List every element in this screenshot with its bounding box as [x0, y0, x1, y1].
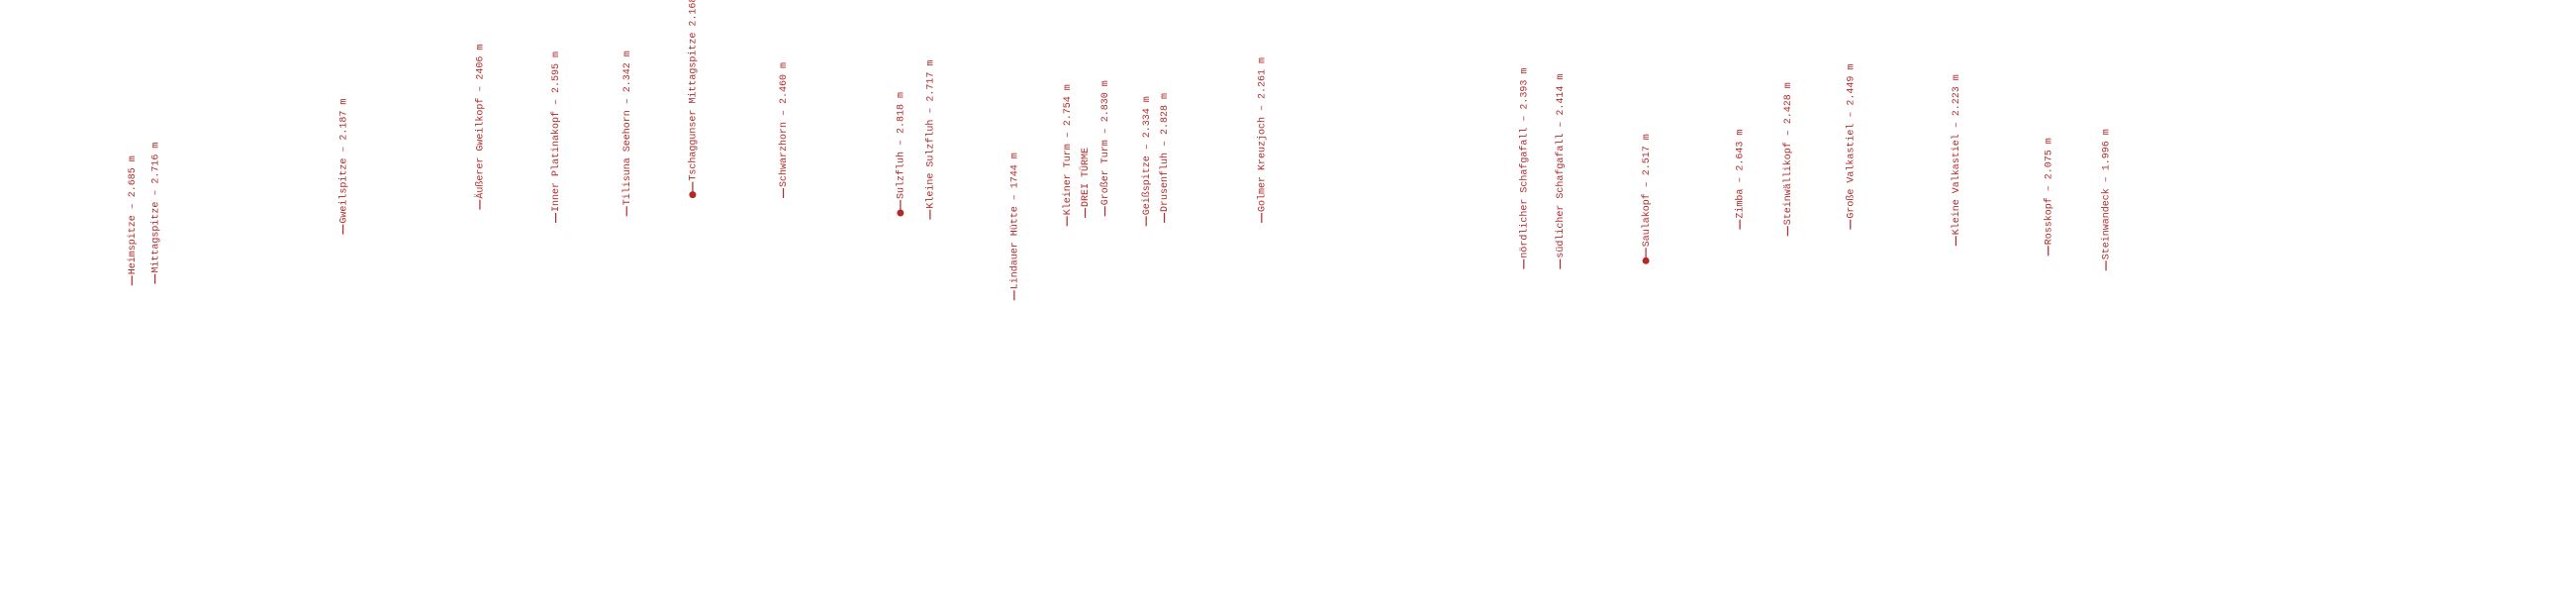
- peak-label: Schwarzhorn – 2.460 m: [778, 62, 790, 198]
- peak-name: Mittagspitze – 2.716 m: [149, 143, 161, 273]
- peak-label: Zimba – 2.643 m: [1735, 130, 1747, 230]
- peak-label: Sulzfluh – 2.818 m: [896, 92, 907, 217]
- peak-label: Rosskopf – 2.075 m: [2043, 138, 2054, 256]
- peak-name: Golmer Kreuzjoch – 2.261 m: [1256, 57, 1268, 212]
- peak-name: nördlicher Schafgafall – 2.393 m: [1518, 68, 1530, 258]
- peak-name: Großer Turm – 2.830 m: [1099, 80, 1111, 205]
- peak-label: Heimspitze – 2.685 m: [127, 155, 139, 286]
- peak-label: Äußerer Gweilkopf – 2406 m: [474, 45, 487, 210]
- peak-label: Drusenfluh – 2.828 m: [1159, 93, 1171, 223]
- peak-marker: [897, 209, 905, 217]
- peak-name: Tschaggunser Mittagspitze 2.168 m: [688, 0, 700, 181]
- peak-label: Großer Turm – 2.830 m: [1099, 80, 1111, 217]
- peak-label: nördlicher Schafgafall – 2.393 m: [1518, 68, 1530, 269]
- peak-name: Steinwandeck – 1.996 m: [2101, 129, 2113, 259]
- peak-label: Tschaggunser Mittagspitze 2.168 m: [688, 0, 700, 199]
- peak-name: Schwarzhorn – 2.460 m: [778, 62, 790, 187]
- peak-label: südlicher Schafgafall – 2.414 m: [1555, 74, 1567, 269]
- peak-label: Kleiner Turm – 2.754 m: [1062, 84, 1074, 227]
- peak-label: Steinwandeck – 1.996 m: [2101, 129, 2113, 271]
- peak-name: Äußerer Gweilkopf – 2406 m: [474, 45, 487, 199]
- peak-marker: [689, 191, 697, 199]
- peak-name: DREI TÜRME: [1079, 148, 1092, 207]
- peak-name: Gweilspitze – 2.187 m: [337, 99, 349, 224]
- peak-name: Heimspitze – 2.685 m: [127, 155, 139, 274]
- peak-name: Zimba – 2.643 m: [1735, 130, 1747, 219]
- peak-name: Sulzfluh – 2.818 m: [896, 92, 907, 199]
- peak-name: Große Valkastiel – 2.449 m: [1845, 64, 1857, 219]
- peak-label: Tilisuna Seehorn – 2.342 m: [621, 51, 633, 217]
- peak-name: Drusenfluh – 2.828 m: [1159, 93, 1171, 212]
- peak-name: Kleine Sulzfluh – 2.717 m: [925, 60, 937, 209]
- peak-name: Saulakopf – 2.517 m: [1641, 134, 1653, 247]
- peak-label: Steinwällikopf – 2.428 m: [1782, 82, 1794, 237]
- peak-name: Steinwällikopf – 2.428 m: [1782, 82, 1794, 225]
- peak-label: Lindauer Hütte – 1744 m: [1009, 153, 1021, 301]
- peak-label: Mittagspitze – 2.716 m: [149, 143, 161, 284]
- peak-label: Golmer Kreuzjoch – 2.261 m: [1256, 57, 1268, 223]
- peak-label: Inner Platinakopf – 2.595 m: [550, 51, 562, 223]
- peak-name: Inner Platinakopf – 2.595 m: [550, 51, 562, 212]
- peak-name: Tilisuna Seehorn – 2.342 m: [621, 51, 633, 205]
- peak-label: Kleine Valkastiel – 2.223 m: [1951, 74, 1962, 247]
- peak-name: Rosskopf – 2.075 m: [2043, 138, 2054, 245]
- peak-label: Kleine Sulzfluh – 2.717 m: [925, 60, 937, 220]
- peak-name: südlicher Schafgafall – 2.414 m: [1555, 74, 1567, 258]
- peak-label: DREI TÜRME: [1079, 148, 1092, 218]
- peak-label: Saulakopf – 2.517 m: [1641, 134, 1653, 264]
- peak-name: Lindauer Hütte – 1744 m: [1009, 153, 1021, 289]
- peak-name: Geißspitze – 2.334 m: [1141, 96, 1153, 215]
- peak-label: Geißspitze – 2.334 m: [1141, 96, 1153, 227]
- peak-marker: [1642, 256, 1650, 264]
- peak-label: Gweilspitze – 2.187 m: [337, 99, 349, 235]
- peak-name: Kleiner Turm – 2.754 m: [1062, 84, 1074, 215]
- peak-name: Kleine Valkastiel – 2.223 m: [1951, 74, 1962, 235]
- peak-label: Große Valkastiel – 2.449 m: [1845, 64, 1857, 230]
